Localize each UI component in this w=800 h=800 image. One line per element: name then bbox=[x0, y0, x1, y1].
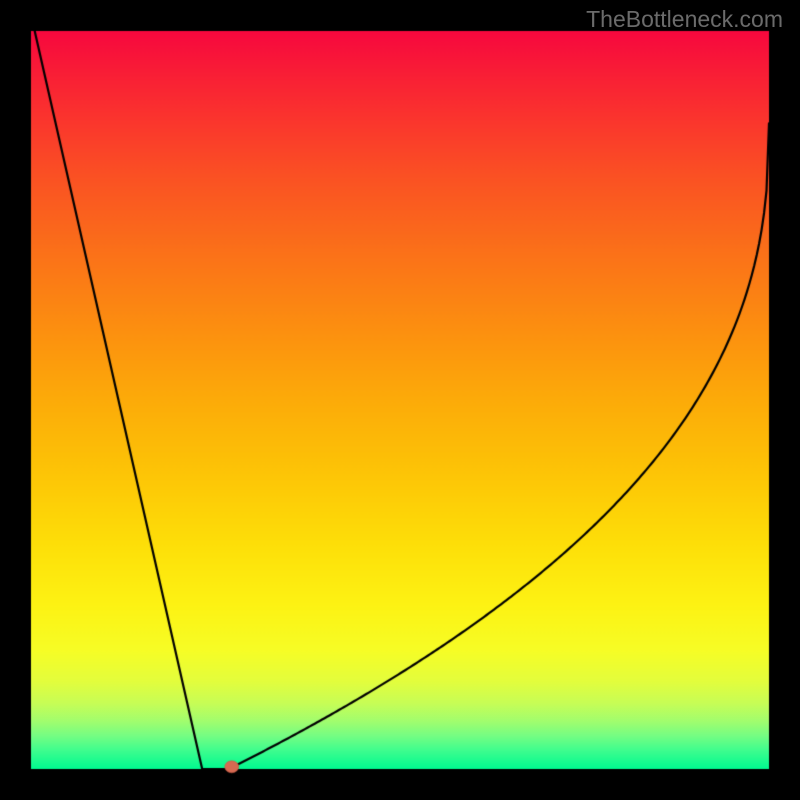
bottleneck-chart bbox=[0, 0, 800, 800]
